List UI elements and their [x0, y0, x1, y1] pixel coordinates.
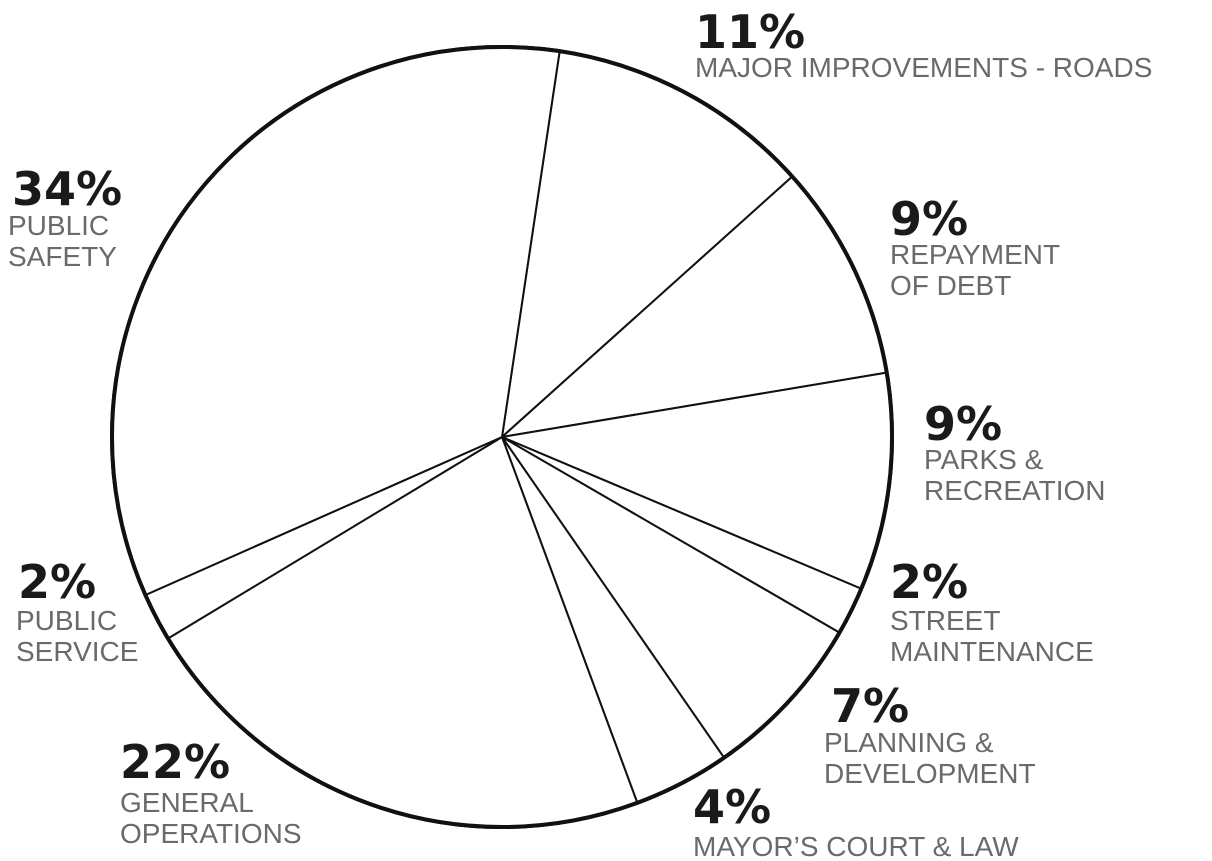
slice-category-label: RECREATION: [924, 475, 1106, 506]
slice-category-label: OPERATIONS: [120, 818, 302, 849]
slice-category-label: PLANNING &: [824, 727, 994, 758]
slice-percent-label: 2%: [18, 555, 96, 609]
slice-label-5: 7%PLANNING &DEVELOPMENT: [824, 679, 1036, 789]
slice-percent-label: 22%: [120, 735, 230, 789]
slice-category-label: MAYOR’S COURT & LAW: [693, 831, 1019, 861]
slice-category-label: MAJOR IMPROVEMENTS - ROADS: [695, 52, 1152, 83]
slice-percent-label: 7%: [831, 679, 909, 733]
slice-category-label: DEVELOPMENT: [824, 758, 1036, 789]
slice-category-label: PUBLIC: [16, 605, 117, 636]
slice-percent-label: 34%: [12, 162, 122, 216]
slice-category-label: SAFETY: [8, 241, 117, 272]
slice-category-label: STREET: [890, 605, 1000, 636]
pie-rim: [110, 45, 894, 829]
slice-category-label: MAINTENANCE: [890, 636, 1094, 667]
slice-category-label: REPAYMENT: [890, 239, 1060, 270]
slice-label-6: 4%MAYOR’S COURT & LAW: [693, 780, 1019, 861]
slice-label-3: 9%PARKS &RECREATION: [924, 397, 1106, 506]
slice-category-label: OF DEBT: [890, 270, 1011, 301]
slice-percent-label: 4%: [693, 780, 771, 834]
slice-percent-label: 9%: [890, 192, 968, 246]
slice-percent-label: 2%: [890, 555, 968, 609]
slice-percent-label: 9%: [924, 397, 1002, 451]
slice-percent-label: 11%: [695, 5, 805, 59]
slice-category-label: SERVICE: [16, 636, 138, 667]
slice-category-label: GENERAL: [120, 787, 254, 818]
slice-label-1: 11%MAJOR IMPROVEMENTS - ROADS: [695, 5, 1152, 83]
slice-category-label: PARKS &: [924, 444, 1044, 475]
slice-category-label: PUBLIC: [8, 210, 109, 241]
